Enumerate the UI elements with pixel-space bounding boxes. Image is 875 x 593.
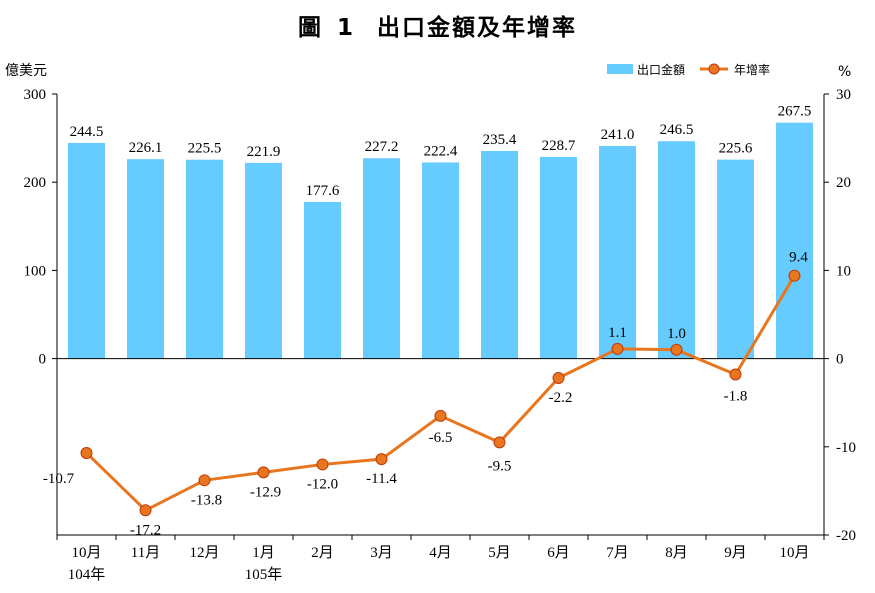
bar-8	[540, 156, 577, 359]
bar-12	[776, 122, 813, 359]
left-tick-label-2: 100	[24, 263, 47, 279]
left-axis-unit: 億美元	[5, 63, 47, 79]
x-label-0: 10月	[71, 545, 101, 561]
growth-point-4	[316, 458, 329, 471]
bar-7	[481, 150, 518, 359]
x-label-11: 9月	[724, 545, 747, 561]
bar-value-label-2: 225.5	[188, 141, 222, 157]
x-label-5: 3月	[370, 545, 393, 561]
right-tick-label-3: 0	[836, 352, 844, 368]
x-label-1: 11月	[131, 545, 160, 561]
x-label-2: 12月	[189, 545, 219, 561]
growth-point-1	[139, 504, 152, 517]
growth-point-10	[670, 343, 683, 356]
bar-9	[599, 146, 636, 359]
right-tick-label-1: 20	[836, 175, 851, 191]
x-label-9: 7月	[606, 545, 629, 561]
growth-value-label-8: -2.2	[549, 390, 573, 406]
growth-value-label-12: 9.4	[789, 250, 808, 266]
growth-value-label-1: -17.2	[130, 522, 161, 538]
growth-value-label-7: -9.5	[488, 458, 512, 474]
bar-value-label-6: 222.4	[424, 143, 458, 159]
bar-6	[422, 162, 459, 359]
growth-point-5	[375, 453, 388, 466]
x-label-6: 4月	[429, 545, 452, 561]
growth-point-11	[729, 368, 742, 381]
bar-value-label-8: 228.7	[542, 138, 576, 154]
growth-value-label-6: -6.5	[429, 430, 453, 446]
bar-value-label-9: 241.0	[601, 127, 635, 143]
right-axis-unit: %	[838, 64, 851, 80]
bar-2	[186, 159, 223, 359]
growth-point-0	[80, 446, 93, 459]
growth-point-12	[788, 269, 801, 282]
bar-value-label-4: 177.6	[306, 183, 340, 199]
bar-10	[658, 141, 695, 359]
bar-value-label-1: 226.1	[129, 140, 163, 156]
legend-line-label: 年增率	[734, 62, 770, 77]
title-number: 1	[336, 15, 355, 41]
left-tick-label-0: 300	[24, 87, 47, 103]
growth-point-3	[257, 466, 270, 479]
bar-value-label-12: 267.5	[778, 104, 812, 120]
bar-11	[717, 159, 754, 359]
legend-bar-label: 出口金額	[637, 62, 685, 77]
bar-1	[127, 159, 164, 359]
x-label-4: 2月	[311, 545, 334, 561]
left-tick-label-1: 200	[24, 175, 47, 191]
growth-point-8	[552, 372, 565, 385]
bar-value-label-11: 225.6	[719, 141, 753, 157]
growth-point-2	[198, 474, 211, 487]
bar-4	[304, 201, 341, 359]
x-label-10: 8月	[665, 545, 688, 561]
x-label-8: 6月	[547, 545, 570, 561]
right-tick-label-0: 30	[836, 87, 851, 103]
bar-value-label-0: 244.5	[70, 124, 104, 140]
title-prefix: 圖	[297, 15, 323, 41]
bar-5	[363, 158, 400, 359]
growth-value-label-9: 1.1	[608, 325, 627, 341]
bar-value-label-5: 227.2	[365, 139, 399, 155]
legend-bar-swatch	[607, 64, 633, 74]
legend-line-marker	[708, 63, 720, 75]
x-label-3: 1月	[252, 545, 275, 561]
growth-value-label-0: -10.7	[43, 471, 75, 487]
x-year-label-0: 104年	[68, 566, 106, 583]
bar-value-label-7: 235.4	[483, 132, 517, 148]
right-tick-label-2: 10	[836, 263, 851, 279]
bar-0	[68, 142, 105, 359]
left-tick-label-3: 0	[39, 352, 47, 368]
chart-title: 圖 1 出口金額及年增率	[0, 8, 875, 42]
growth-point-6	[434, 409, 447, 422]
bar-value-label-10: 246.5	[660, 122, 694, 138]
x-label-12: 10月	[779, 545, 809, 561]
bar-3	[245, 162, 282, 359]
growth-value-label-10: 1.0	[667, 326, 686, 342]
right-tick-label-4: -10	[836, 440, 856, 456]
bar-value-label-3: 221.9	[247, 144, 281, 160]
growth-value-label-4: -12.0	[307, 476, 338, 492]
growth-value-label-2: -13.8	[191, 492, 222, 508]
x-label-7: 5月	[488, 545, 511, 561]
growth-value-label-3: -12.9	[250, 484, 281, 500]
right-tick-label-5: -20	[836, 528, 856, 544]
growth-point-9	[611, 342, 624, 355]
growth-point-7	[493, 436, 506, 449]
x-year-label-3: 105年	[245, 566, 283, 583]
title-text: 出口金額及年增率	[377, 15, 577, 41]
growth-value-label-11: -1.8	[724, 388, 748, 404]
growth-value-label-5: -11.4	[366, 471, 397, 487]
